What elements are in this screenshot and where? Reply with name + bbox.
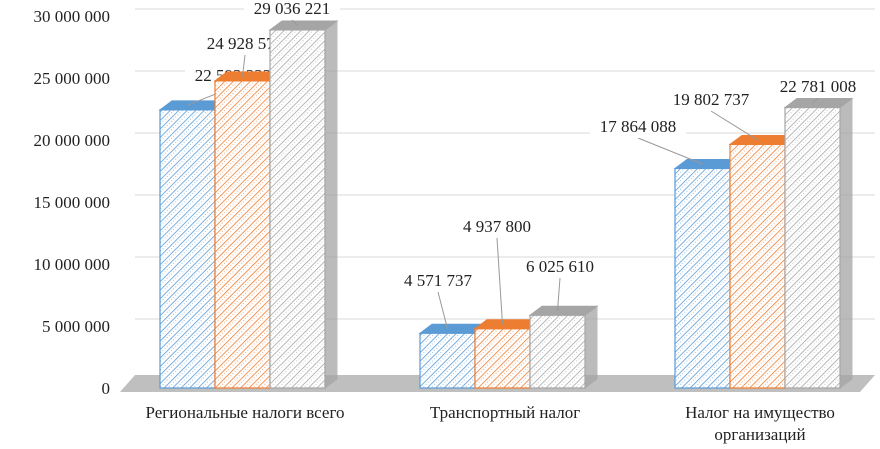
- bar-front: [729, 143, 786, 389]
- x-tick-label: Транспортный налог: [429, 403, 581, 422]
- x-tick-label: Региональные налоги всего: [145, 403, 345, 422]
- bar: [268, 19, 339, 389]
- bar-front: [214, 80, 271, 389]
- bar-side: [324, 19, 338, 389]
- bar-side: [839, 97, 853, 389]
- y-tick-label: 25 000 000: [34, 69, 111, 88]
- bar-front: [784, 106, 841, 389]
- value-label: 29 036 221: [254, 0, 331, 18]
- value-label: 24 928 570: [207, 34, 284, 53]
- bar-front: [159, 109, 216, 389]
- bar-top: [528, 305, 599, 316]
- y-tick-label: 0: [102, 379, 111, 398]
- leader-line: [637, 137, 703, 165]
- bar-front: [419, 332, 476, 389]
- bar-top: [783, 98, 854, 109]
- leader-line: [557, 277, 561, 311]
- leader-line: [496, 237, 503, 325]
- y-tick-label: 30 000 000: [34, 7, 111, 26]
- value-label: 19 802 737: [673, 90, 750, 109]
- value-label: 6 025 610: [526, 257, 594, 276]
- leader-line: [437, 291, 448, 329]
- bar-top: [268, 20, 339, 31]
- value-label: 17 864 088: [600, 117, 677, 136]
- bar-front: [674, 167, 731, 389]
- leader-line: [812, 97, 819, 104]
- y-tick-label: 20 000 000: [34, 131, 111, 150]
- leader-line: [710, 110, 758, 141]
- leader-line: [291, 19, 298, 26]
- y-tick-label: 10 000 000: [34, 255, 111, 274]
- bar-front: [474, 328, 531, 389]
- value-label: 4 571 737: [404, 271, 473, 290]
- leader-line: [242, 54, 246, 77]
- value-label: 22 781 008: [780, 77, 857, 96]
- value-label: 4 937 800: [463, 217, 531, 236]
- x-tick-label: Налог на имущество организаций: [685, 403, 835, 444]
- bar-front: [529, 314, 586, 389]
- bar: [783, 97, 854, 389]
- bar: [528, 305, 599, 389]
- y-tick-label: 5 000 000: [42, 317, 110, 336]
- bar-front: [269, 29, 326, 389]
- bar-side: [584, 305, 598, 389]
- y-tick-label: 15 000 000: [34, 193, 111, 212]
